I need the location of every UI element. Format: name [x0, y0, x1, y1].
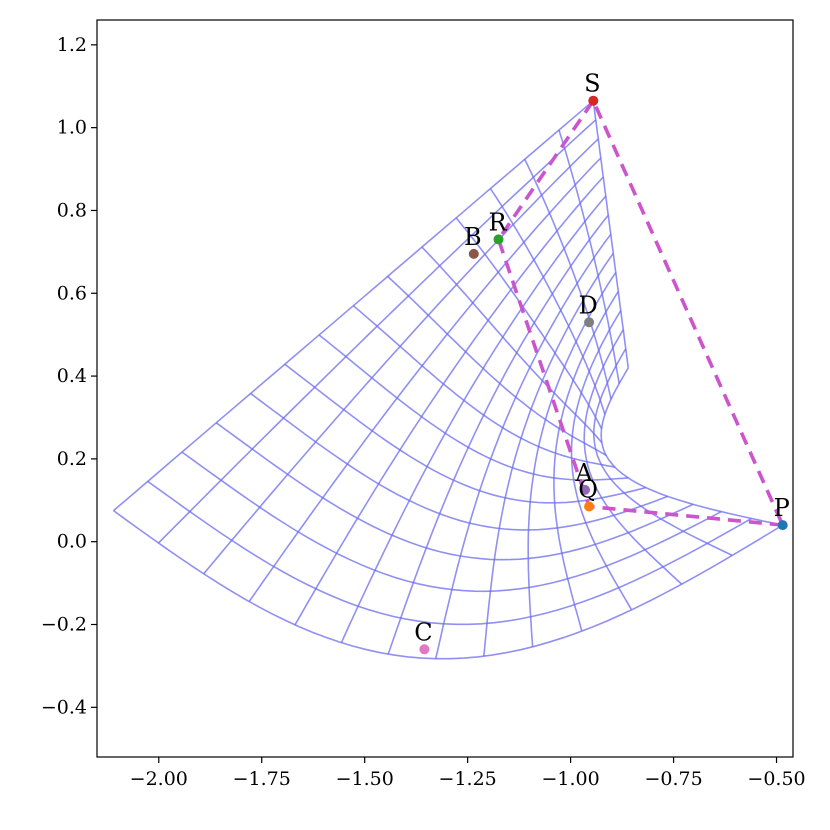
point-label-b: B: [464, 223, 482, 251]
x-tick-label: −0.75: [644, 768, 702, 790]
grid-line-arc: [318, 334, 629, 481]
point-c: [419, 644, 430, 655]
x-tick-label: −1.25: [439, 768, 497, 790]
y-tick-label: −0.4: [41, 696, 87, 718]
x-axis: −2.00 −1.75 −1.50 −1.25 −1.00 −0.75 −0.50: [130, 757, 806, 790]
y-tick-label: −0.2: [41, 614, 87, 636]
point-q: [584, 501, 595, 512]
grid-line-arc: [489, 188, 606, 415]
warped-grid: [112, 100, 784, 660]
point-a: [580, 484, 590, 495]
point-label-c: C: [414, 618, 432, 646]
point-label-q: Q: [578, 476, 598, 504]
point-b: [468, 248, 479, 259]
grid-line-arc: [215, 422, 694, 561]
y-axis: −0.4 −0.2 0.0 0.2 0.4 0.6 0.8 1.0 1.2: [41, 34, 97, 718]
grid-line-arc: [455, 217, 603, 430]
point-label-d: D: [578, 291, 597, 319]
grid-line-arc: [113, 509, 784, 660]
point-s: [588, 95, 599, 106]
x-tick-label: −1.75: [233, 768, 291, 790]
x-tick-label: −1.50: [336, 768, 394, 790]
grid-line-arc: [147, 480, 752, 626]
grid-line-arc: [352, 305, 616, 468]
points: [419, 95, 788, 655]
point-label-p: P: [774, 494, 790, 522]
plot-background: [97, 20, 793, 757]
y-tick-label: 0.6: [57, 282, 87, 304]
grid-line-arc: [284, 363, 647, 504]
x-tick-label: −2.00: [130, 768, 188, 790]
point-label-s: S: [584, 70, 600, 98]
y-tick-label: 0.0: [57, 531, 87, 553]
point-p: [777, 520, 788, 531]
y-tick-label: 0.2: [57, 448, 87, 470]
polygon-pqrs: [496, 97, 786, 528]
grid-line-arc: [592, 100, 630, 368]
x-tick-label: −0.50: [747, 768, 805, 790]
y-tick-label: 1.2: [57, 34, 87, 56]
point-label-r: R: [488, 208, 507, 236]
grid-line-arc: [421, 246, 603, 444]
point-r: [493, 234, 504, 245]
point-label-a: A: [574, 459, 593, 487]
plot-frame: [96, 19, 794, 758]
grid-line-arc: [387, 275, 607, 457]
y-tick-label: 0.8: [57, 199, 87, 221]
x-tick-label: −1.00: [541, 768, 599, 790]
dashed-polygon: [496, 97, 786, 528]
grid-line-arc: [181, 451, 722, 593]
point-labels: S RB D AQ P C: [414, 70, 790, 647]
point-d: [584, 317, 595, 328]
grid-line-arc: [558, 129, 620, 384]
y-tick-label: 1.0: [57, 117, 87, 139]
grid-line-arc: [523, 158, 612, 400]
y-tick-label: 0.4: [57, 365, 87, 387]
grid-line-arc: [250, 392, 668, 531]
